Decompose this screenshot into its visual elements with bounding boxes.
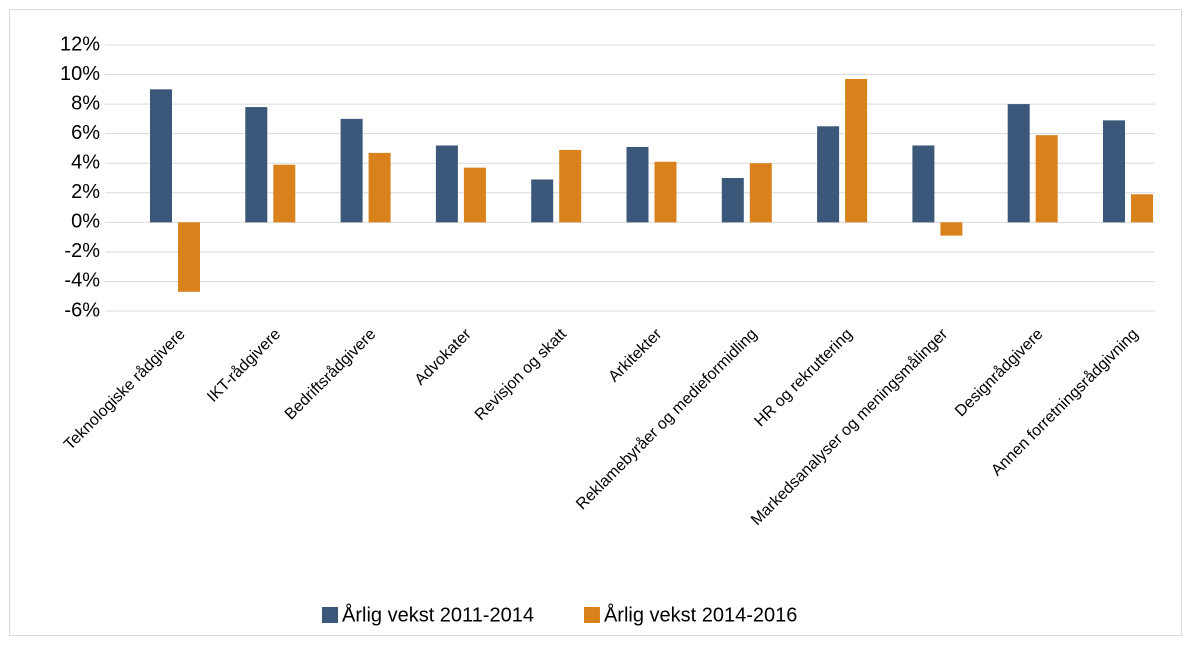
legend-swatch xyxy=(583,607,600,623)
bar xyxy=(368,152,391,223)
y-tick-label: -2% xyxy=(64,240,100,262)
bar xyxy=(817,126,840,223)
y-tick-label: 2% xyxy=(71,181,100,203)
bar xyxy=(1007,104,1030,223)
chart-frame xyxy=(9,9,1182,636)
y-tick-label: 8% xyxy=(71,92,100,114)
y-tick-label: 10% xyxy=(60,63,100,85)
bar xyxy=(273,164,296,223)
bar xyxy=(721,178,744,223)
legend-label: Årlig vekst 2011-2014 xyxy=(342,603,534,626)
bar xyxy=(531,179,554,223)
bar xyxy=(463,167,486,223)
y-tick-label: 6% xyxy=(71,122,100,144)
y-tick-label: -6% xyxy=(64,299,100,321)
y-tick-label: 4% xyxy=(71,152,100,174)
bar xyxy=(178,222,200,292)
bar xyxy=(626,146,649,223)
y-tick-label: 12% xyxy=(60,33,100,55)
bar xyxy=(1103,120,1125,223)
y-tick-label: 0% xyxy=(71,211,100,233)
y-tick-label: -4% xyxy=(64,270,100,292)
bar xyxy=(654,161,677,223)
bar xyxy=(1035,135,1058,223)
legend-swatch xyxy=(322,607,338,623)
bar xyxy=(1131,194,1153,223)
bar xyxy=(912,145,935,223)
legend-label: Årlig vekst 2014-2016 xyxy=(604,603,797,626)
bar xyxy=(435,145,458,223)
bar xyxy=(940,222,963,236)
bar xyxy=(150,89,172,223)
bar xyxy=(245,107,268,223)
bar xyxy=(749,163,772,223)
bar xyxy=(845,78,868,223)
bar xyxy=(559,149,582,223)
bar xyxy=(340,118,363,223)
